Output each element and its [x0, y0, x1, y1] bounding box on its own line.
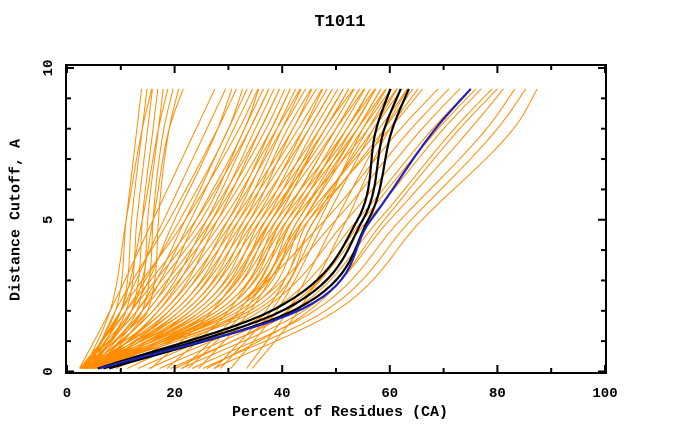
svg-text:20: 20: [166, 386, 183, 402]
svg-text:60: 60: [381, 386, 398, 402]
svg-text:80: 80: [489, 386, 506, 402]
svg-text:0: 0: [41, 367, 57, 375]
svg-text:0: 0: [63, 386, 71, 402]
chart-title: T1011: [314, 13, 366, 32]
svg-text:5: 5: [41, 216, 57, 224]
svg-text:100: 100: [592, 386, 617, 402]
x-axis-label: Percent of Residues (CA): [231, 404, 449, 421]
svg-text:10: 10: [41, 60, 57, 77]
svg-text:40: 40: [274, 386, 291, 402]
